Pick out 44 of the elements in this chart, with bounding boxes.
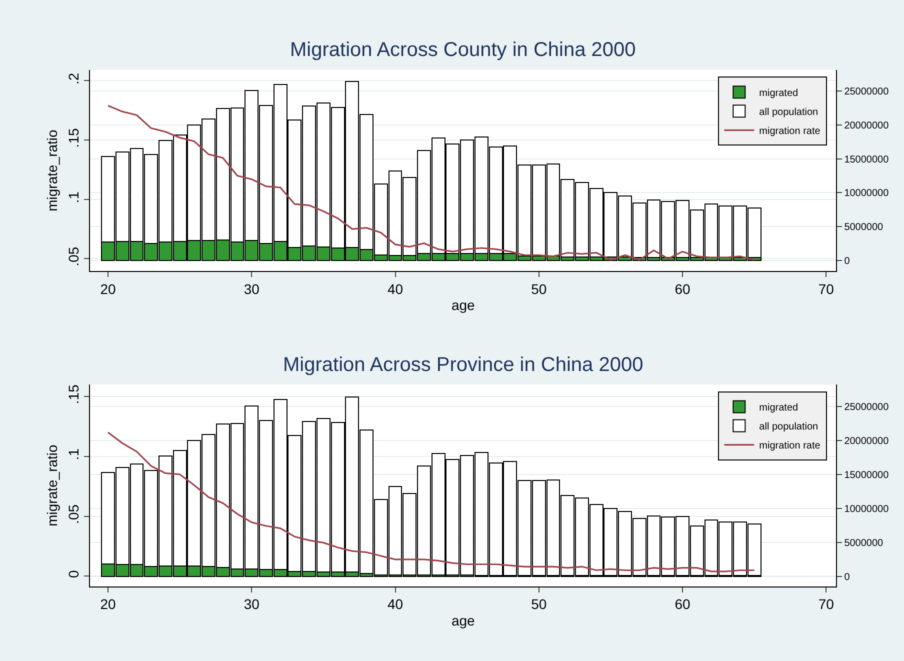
y-tick-label: .15 (65, 128, 82, 148)
x-tick-label: 70 (818, 280, 834, 297)
x-tick-label: 30 (244, 280, 260, 297)
x-tick-label: 50 (531, 596, 547, 612)
x-tick-label: 30 (244, 596, 260, 612)
y2-tick-label: 20000000 (844, 120, 890, 132)
legend-label: all population (759, 107, 818, 118)
x-tick-label: 40 (387, 596, 404, 612)
y2-tick-label: 10000000 (844, 504, 890, 515)
chart-title: Migration Across Province in China 2000 (283, 354, 644, 376)
y-tick-label: .15 (65, 384, 82, 404)
y2-tick-label: 5000000 (844, 538, 884, 549)
legend-label: migrated (759, 88, 798, 100)
x-tick-label: 40 (387, 280, 404, 297)
legend-label: migrated (759, 402, 798, 414)
y2-tick-label: 15000000 (844, 154, 890, 166)
y2-tick-label: 0 (844, 256, 850, 267)
x-tick-label: 70 (818, 596, 834, 612)
legend-label: migration rate (759, 440, 821, 452)
chart-title: Migration Across County in China 2000 (290, 39, 636, 61)
x-axis-title: age (451, 297, 476, 314)
y-tick-label: .1 (65, 191, 82, 204)
y-axis-title: migrate_ratio (44, 444, 60, 526)
x-tick-label: 60 (674, 596, 691, 612)
legend-label: migration rate (759, 126, 821, 138)
y-tick-label: .1 (65, 448, 82, 460)
x-tick-label: 20 (100, 596, 116, 612)
x-tick-label: 20 (100, 280, 116, 297)
legend-label: all population (759, 422, 818, 433)
y-tick-label: .05 (65, 246, 82, 266)
x-tick-label: 60 (674, 280, 691, 297)
y-tick-label: .05 (65, 504, 82, 524)
y2-tick-label: 5000000 (844, 222, 884, 233)
y-tick-label: .2 (65, 72, 82, 84)
y2-tick-label: 10000000 (844, 188, 890, 200)
x-tick-label: 50 (531, 280, 547, 297)
x-axis-title: age (451, 612, 476, 628)
y2-tick-label: 20000000 (844, 436, 890, 447)
y2-tick-label: 25000000 (844, 402, 890, 413)
y-tick-label: 0 (65, 570, 82, 578)
y2-tick-label: 25000000 (844, 86, 890, 98)
y2-tick-label: 0 (844, 572, 850, 583)
y2-tick-label: 15000000 (844, 470, 890, 481)
y-axis-title: migrate_ratio (44, 129, 60, 212)
